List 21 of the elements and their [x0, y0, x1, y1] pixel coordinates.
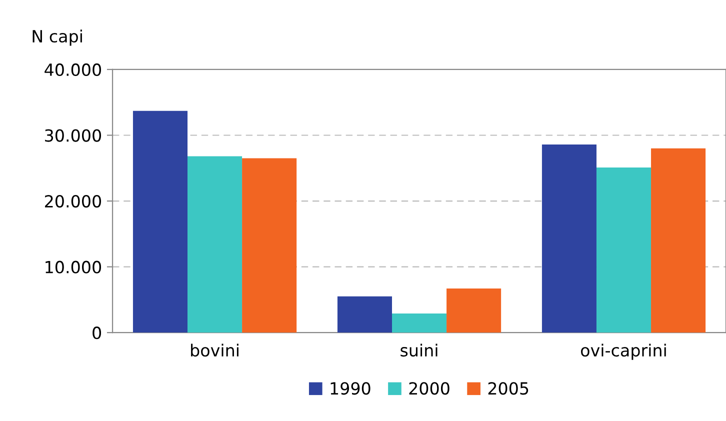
bar	[446, 288, 502, 333]
bar	[188, 156, 242, 333]
y-tick-label: 30.000	[45, 129, 102, 142]
y-axis-title: N capi	[32, 30, 82, 46]
y-tick-label: 0	[92, 326, 102, 340]
y-tick-label: 20.000	[45, 194, 102, 208]
bar	[392, 314, 447, 333]
x-tick-label: bovini	[191, 344, 238, 357]
bar	[337, 296, 392, 333]
legend-label: 2005	[488, 382, 528, 395]
bar	[132, 110, 188, 333]
y-tick-label: 40.000	[44, 63, 102, 76]
legend-label: 1990	[330, 382, 370, 395]
bar	[651, 148, 706, 333]
legend-label: 2000	[409, 382, 450, 395]
x-tick-label: ovi-caprini	[581, 344, 666, 360]
bar	[596, 167, 652, 333]
bar	[242, 158, 297, 333]
y-tick-label: 10.000	[46, 260, 102, 274]
bar	[542, 144, 596, 333]
x-tick-label: suini	[400, 344, 438, 357]
